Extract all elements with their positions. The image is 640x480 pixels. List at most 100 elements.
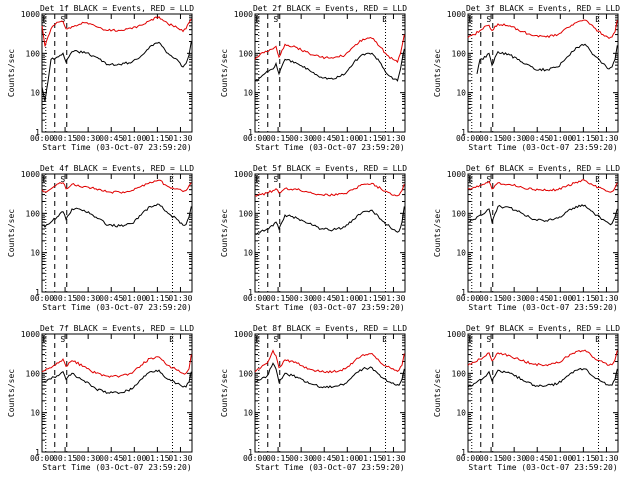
x-tick-label: 00:45 [99,134,123,143]
chart-panel: Det 7f BLACK = Events, RED = LLD 1 10 100 10… [7,324,194,472]
x-tick-label: 01:30 [594,134,618,143]
y-tick-label: 100 [239,209,254,218]
chart-panel: Det 9f BLACK = Events, RED = LLD 1 10 100 10… [433,324,620,472]
y-axis-label: Counts/sec [7,209,16,257]
x-tick-label: 01:15 [358,294,382,303]
plot-frame [467,173,619,293]
x-axis-label: Start Time (03-Oct-07 23:59:20) [468,463,617,472]
plot-frame [254,13,406,133]
x-tick-label: 01:15 [145,454,169,463]
x-tick-label: 01:30 [168,134,192,143]
marker-label: S [486,15,491,24]
x-tick-label: 01:15 [145,134,169,143]
y-axis-label: Counts/sec [7,49,16,97]
y-tick-label: 1 [35,128,40,137]
chart-title: Det 8f BLACK = Events, RED = LLD [253,324,407,333]
y-tick-label: 1000 [234,170,253,179]
x-tick-label: 01:30 [381,454,405,463]
chart-title: Det 1f BLACK = Events, RED = LLD [40,4,194,13]
plot-frame [254,333,406,453]
x-tick-label: 00:30 [76,294,100,303]
x-tick-label: 01:30 [168,454,192,463]
marker-label: E [42,175,47,184]
x-axis-label: Start Time (03-Oct-07 23:59:20) [255,463,404,472]
marker-label: E [255,15,260,24]
marker-label: E [382,175,387,184]
x-tick-label: 01:30 [594,454,618,463]
y-tick-label: 10 [243,89,253,98]
chart-panel: Det 4f BLACK = Events, RED = LLD 1 10 100 10… [7,164,194,312]
x-tick-label: 00:00 [30,134,54,143]
series-line-lld [41,179,192,194]
chart-title: Det 9f BLACK = Events, RED = LLD [466,324,620,333]
x-tick-label: 01:00 [122,134,146,143]
chart-title: Det 4f BLACK = Events, RED = LLD [40,164,194,173]
series-line-lld [468,179,618,193]
marker-label: S [486,175,491,184]
x-tick-label: 01:00 [335,134,359,143]
plot-frame [41,13,193,133]
x-tick-label: 00:15 [266,294,290,303]
plot-frame [41,173,193,293]
y-tick-label: 10 [243,409,253,418]
x-tick-label: 00:45 [312,134,336,143]
y-tick-label: 1000 [447,330,466,339]
marker-label: E [382,335,387,344]
series-line-events [467,367,618,388]
x-tick-label: 00:00 [30,454,54,463]
x-tick-label: 00:45 [525,294,549,303]
series-line-lld [254,349,405,374]
x-tick-label: 01:00 [122,454,146,463]
y-tick-label: 100 [26,369,41,378]
x-tick-label: 00:15 [53,134,77,143]
marker-label: S [273,175,278,184]
x-tick-label: 01:15 [145,294,169,303]
x-tick-label: 01:30 [381,294,405,303]
plot-frame [467,13,619,133]
x-tick-label: 00:00 [456,454,480,463]
y-tick-label: 1000 [447,10,466,19]
x-axis-label: Start Time (03-Oct-07 23:59:20) [42,463,191,472]
x-tick-label: 01:30 [168,294,192,303]
x-tick-label: 00:00 [243,294,267,303]
x-tick-label: 00:30 [289,134,313,143]
marker-label: E [382,15,387,24]
y-axis-label: Counts/sec [433,369,442,417]
chart-panel: Det 8f BLACK = Events, RED = LLD 1 10 100 10… [220,324,407,472]
y-tick-label: 100 [26,209,41,218]
series-line-lld [254,182,405,197]
y-tick-label: 1 [35,288,40,297]
x-tick-label: 00:30 [502,454,526,463]
series-line-events [41,41,192,102]
y-tick-label: 100 [452,209,467,218]
x-tick-label: 00:15 [479,294,503,303]
series-line-lld [467,349,618,367]
y-tick-label: 10 [30,89,40,98]
x-tick-label: 00:30 [502,294,526,303]
x-tick-label: 00:00 [456,134,480,143]
series-line-events [41,203,192,228]
series-line-events [254,362,405,389]
y-tick-label: 100 [452,369,467,378]
x-axis-label: Start Time (03-Oct-07 23:59:20) [255,143,404,152]
x-tick-label: 00:15 [53,294,77,303]
x-tick-label: 01:00 [548,454,572,463]
series-line-lld [41,16,192,47]
y-tick-label: 10 [456,409,466,418]
x-tick-label: 00:30 [289,454,313,463]
chart-title: Det 6f BLACK = Events, RED = LLD [466,164,620,173]
x-tick-label: 00:45 [312,294,336,303]
marker-label: E [595,15,600,24]
x-tick-label: 00:45 [99,294,123,303]
y-tick-label: 1000 [21,10,40,19]
x-tick-label: 01:15 [358,454,382,463]
y-tick-label: 100 [239,49,254,58]
y-tick-label: 100 [239,369,254,378]
marker-label: S [273,15,278,24]
plot-frame [41,333,193,453]
y-tick-label: 1000 [234,330,253,339]
x-tick-label: 00:45 [525,134,549,143]
marker-label: S [60,175,65,184]
y-tick-label: 1000 [234,10,253,19]
series-line-events [41,369,192,395]
